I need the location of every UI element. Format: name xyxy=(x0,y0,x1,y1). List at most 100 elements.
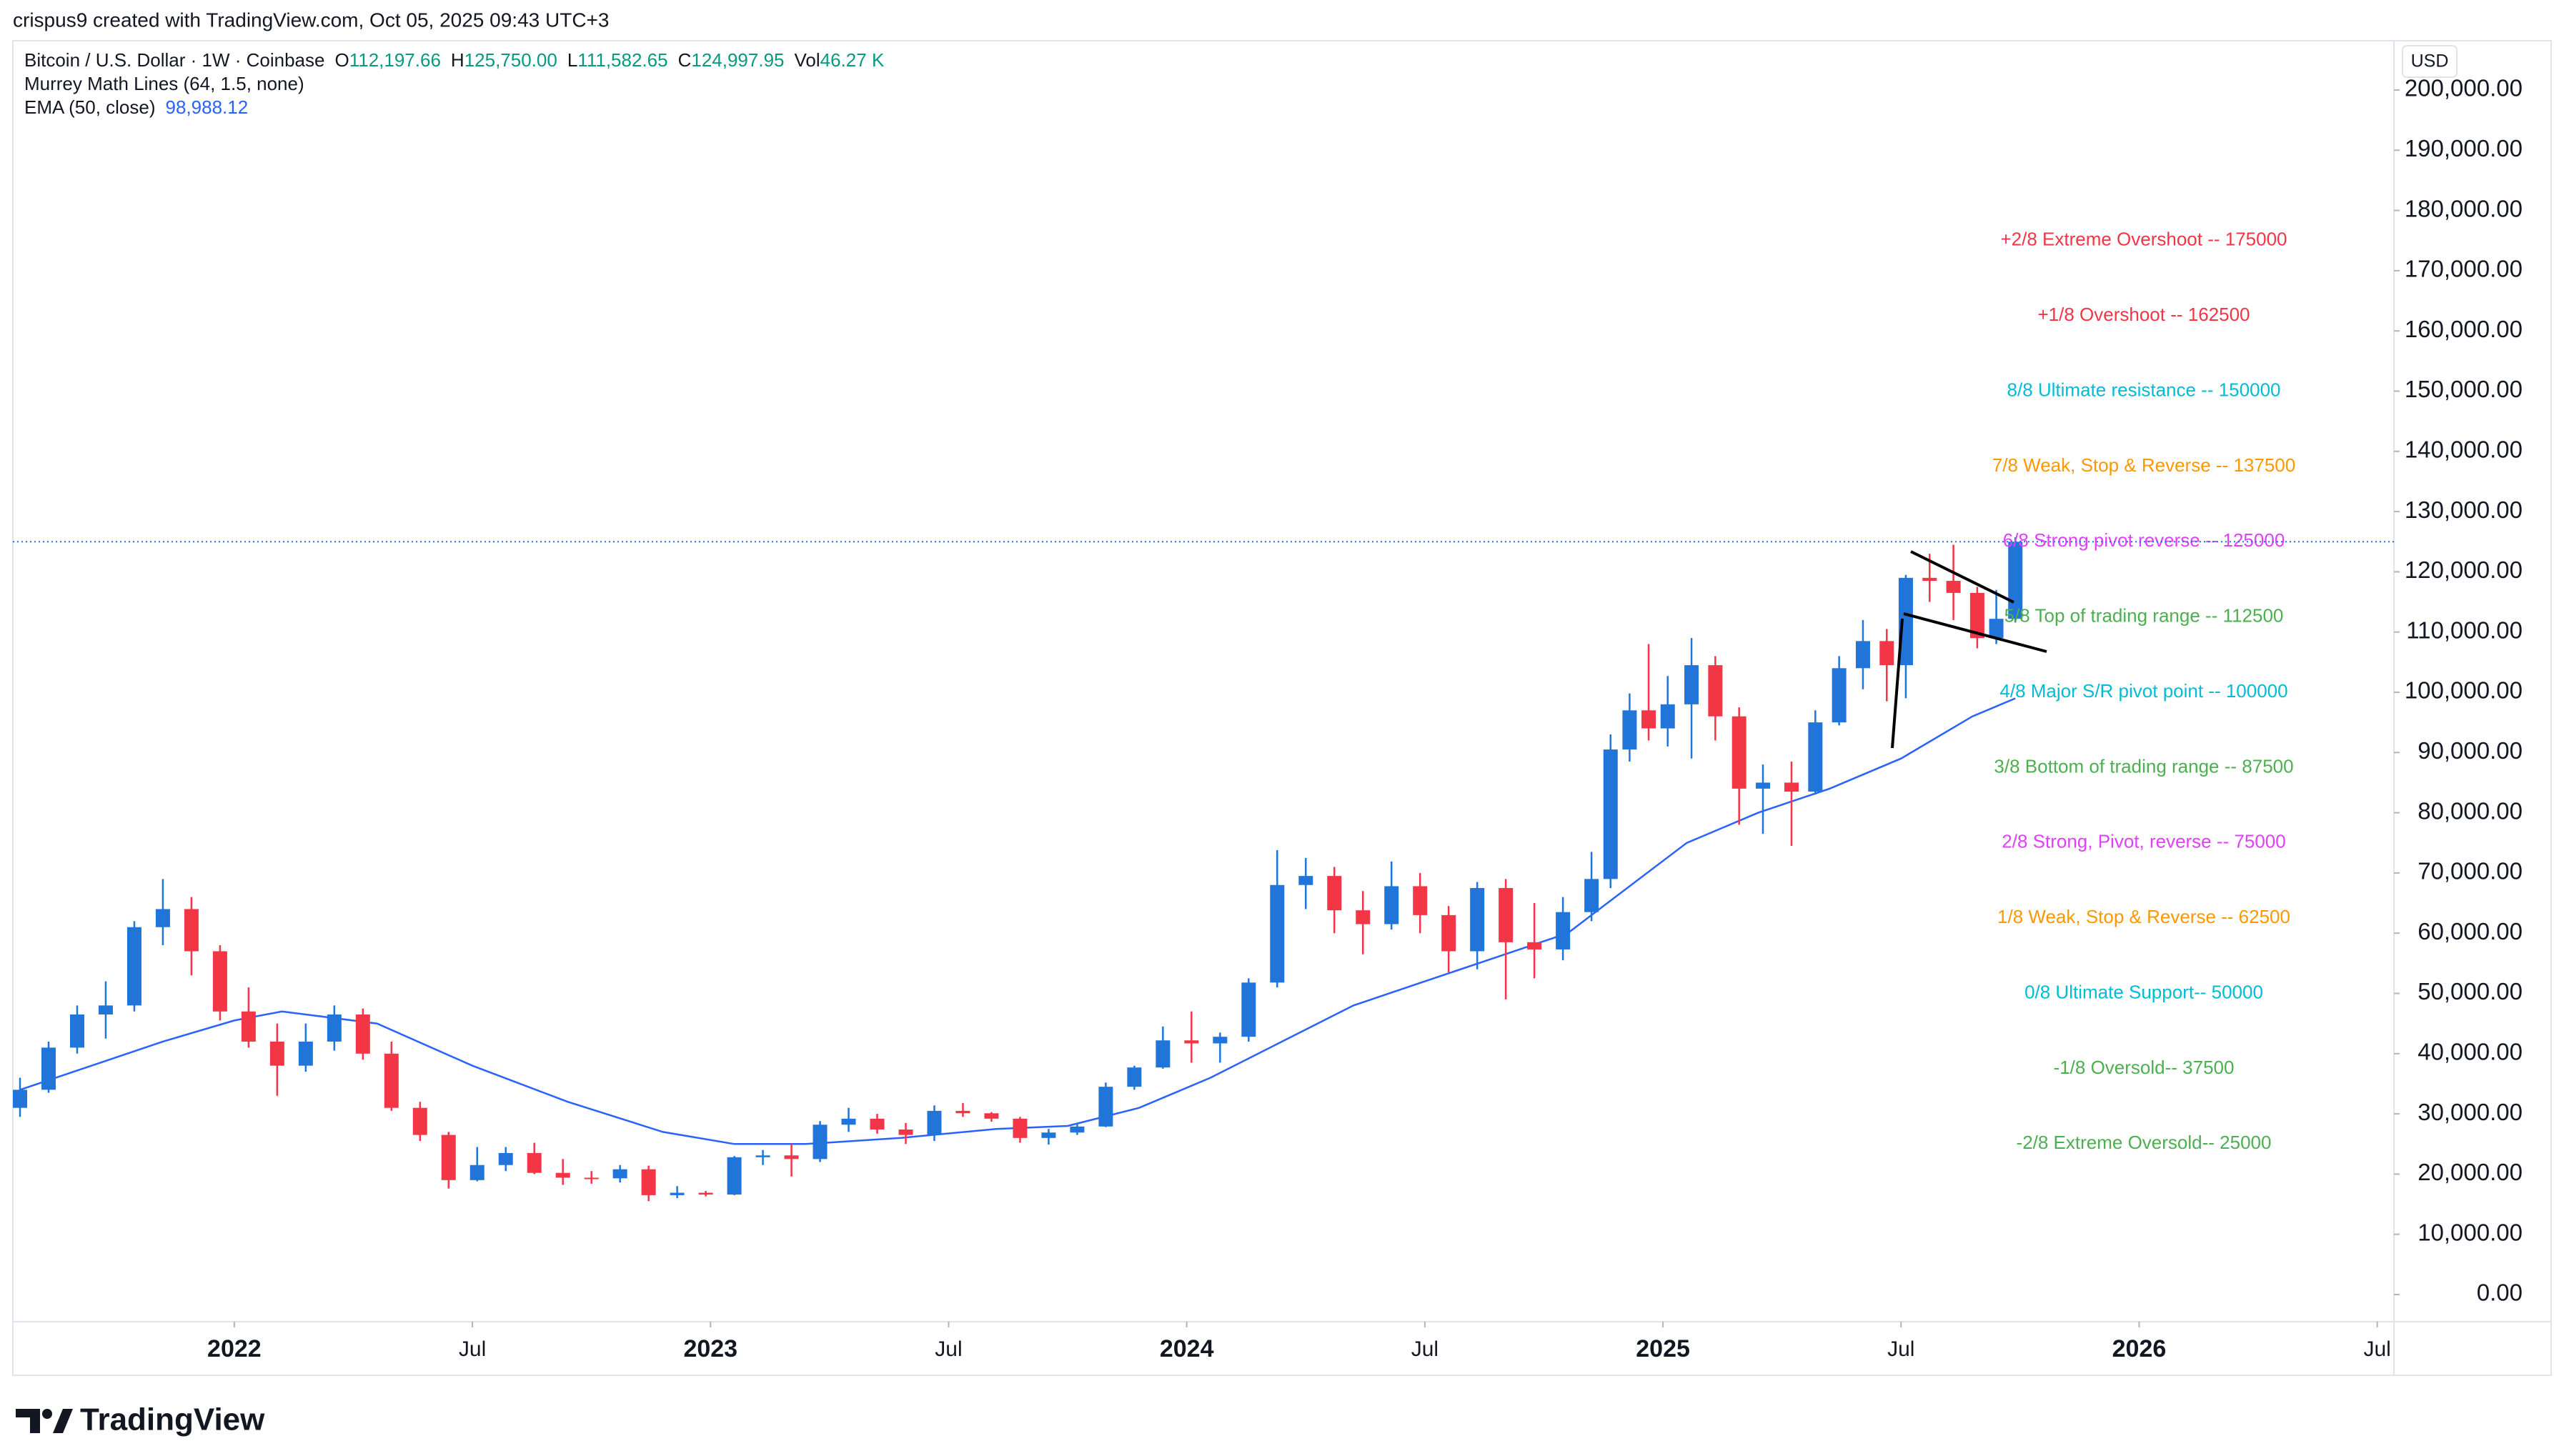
y-tick-label: 190,000.00 xyxy=(2405,135,2523,161)
currency: USD xyxy=(2411,51,2449,71)
candle-body xyxy=(69,1014,84,1048)
y-tick-label: 120,000.00 xyxy=(2405,557,2523,583)
candle-body xyxy=(870,1118,885,1130)
murrey-label: 8/8 Ultimate resistance -- 150000 xyxy=(2007,379,2281,400)
candle-body xyxy=(1356,910,1371,924)
candle-body xyxy=(927,1110,942,1135)
x-tick-label: Jul xyxy=(2363,1337,2390,1361)
logo-mark-v xyxy=(53,1409,73,1433)
ohlc-key: Vol xyxy=(795,49,820,71)
y-tick-label: 90,000.00 xyxy=(2418,737,2523,764)
murrey-label: 5/8 Top of trading range -- 112500 xyxy=(2004,605,2284,627)
murrey-label: -2/8 Extreme Oversold-- 25000 xyxy=(2017,1132,2272,1153)
candle-body xyxy=(527,1152,542,1173)
candle-body xyxy=(1556,912,1571,949)
candle-body xyxy=(1922,577,1937,582)
y-tick-label: 0.00 xyxy=(2477,1280,2523,1306)
candle-body xyxy=(1603,749,1618,879)
candle-body xyxy=(1808,722,1823,792)
candle-body xyxy=(1756,782,1771,789)
candle-body xyxy=(1527,942,1542,949)
ohlc-key: O xyxy=(334,49,349,71)
drawn-trendline xyxy=(1910,550,2014,604)
candle-body xyxy=(2008,542,2023,619)
candle-body xyxy=(384,1053,399,1108)
murrey-label: +1/8 Overshoot -- 162500 xyxy=(2037,304,2250,325)
ohlc-key: H xyxy=(451,49,464,71)
candle-body xyxy=(1070,1126,1085,1133)
currency-box xyxy=(2402,45,2458,78)
candle-body xyxy=(469,1165,485,1180)
y-tick-label: 40,000.00 xyxy=(2418,1039,2523,1065)
attribution: crispus9 created with TradingView.com, O… xyxy=(13,9,609,31)
candle-body xyxy=(1584,879,1599,912)
y-tick-label: 10,000.00 xyxy=(2418,1219,2523,1245)
candle-body xyxy=(641,1169,656,1195)
candle-body xyxy=(1499,887,1514,942)
y-tick-label: 30,000.00 xyxy=(2418,1099,2523,1125)
logo-mark-t xyxy=(16,1409,40,1433)
murrey-label: 2/8 Strong, Pivot, reverse -- 75000 xyxy=(2002,831,2285,852)
legend-symbol: Bitcoin / U.S. Dollar · 1W · Coinbase xyxy=(24,49,324,71)
candle-body xyxy=(1270,884,1285,983)
candle-body xyxy=(441,1135,456,1180)
y-tick-label: 200,000.00 xyxy=(2405,75,2523,101)
x-tick-label: Jul xyxy=(1411,1337,1439,1361)
drawn-trendline xyxy=(1903,612,2047,653)
candle-body xyxy=(784,1155,799,1160)
x-tick-label: Jul xyxy=(459,1337,486,1361)
candle-body xyxy=(269,1041,284,1066)
candle-body xyxy=(1156,1040,1171,1068)
candle-body xyxy=(241,1011,256,1042)
brand: TradingView xyxy=(80,1402,265,1437)
candle-body xyxy=(1969,592,1984,639)
candle-body xyxy=(1898,577,1913,666)
y-tick-label: 60,000.00 xyxy=(2418,918,2523,944)
candle-body xyxy=(1041,1132,1056,1138)
ohlc-key: L xyxy=(567,49,577,71)
panel-border xyxy=(12,40,2552,1376)
candle-body xyxy=(41,1047,56,1090)
candle-body xyxy=(727,1157,742,1195)
x-tick-label: 2022 xyxy=(207,1335,262,1362)
y-tick-label: 140,000.00 xyxy=(2405,437,2523,463)
candle-body xyxy=(984,1113,999,1119)
murrey-label: 3/8 Bottom of trading range -- 87500 xyxy=(1994,755,2293,777)
candle-body xyxy=(1441,914,1456,952)
candle-body xyxy=(1946,581,1961,593)
candle-body xyxy=(1708,665,1723,717)
candle-body xyxy=(1879,641,1894,666)
candle-body xyxy=(1731,716,1746,789)
plot xyxy=(13,537,2047,1202)
candle-body xyxy=(698,1192,713,1195)
candle-body xyxy=(584,1177,599,1180)
ohlc-value: 125,750.00 xyxy=(464,49,557,71)
candle-body xyxy=(355,1014,370,1054)
y-tick-label: 100,000.00 xyxy=(2405,677,2523,704)
candle-body xyxy=(1470,887,1485,952)
ohlc-key: C xyxy=(678,49,692,71)
tradingview-logo: TradingView xyxy=(16,1402,265,1437)
murrey-label: 1/8 Weak, Stop & Reverse -- 62500 xyxy=(1997,906,2290,927)
candle-body xyxy=(98,1005,113,1015)
candle-body xyxy=(755,1155,770,1157)
y-tick-label: 150,000.00 xyxy=(2405,376,2523,402)
legend-symbol-line: Bitcoin / U.S. Dollar · 1W · Coinbase O11… xyxy=(24,49,885,71)
candle-body xyxy=(1384,886,1399,924)
candle-body xyxy=(955,1110,970,1114)
y-tick-label: 170,000.00 xyxy=(2405,256,2523,282)
murrey-label: +2/8 Extreme Overshoot -- 175000 xyxy=(2000,229,2287,250)
candle-body xyxy=(1327,876,1342,911)
x-tick-label: Jul xyxy=(935,1337,962,1361)
y-tick-label: 180,000.00 xyxy=(2405,195,2523,221)
candle-body xyxy=(1641,710,1656,729)
x-tick-label: 2025 xyxy=(1636,1335,1690,1362)
legend-ema-value: 98,988.12 xyxy=(166,96,249,118)
candle-body xyxy=(184,909,199,952)
candle-body xyxy=(841,1118,856,1125)
x-tick-label: Jul xyxy=(1887,1337,1914,1361)
murrey-label: -1/8 Oversold-- 37500 xyxy=(2054,1057,2235,1078)
y-tick-label: 130,000.00 xyxy=(2405,497,2523,523)
